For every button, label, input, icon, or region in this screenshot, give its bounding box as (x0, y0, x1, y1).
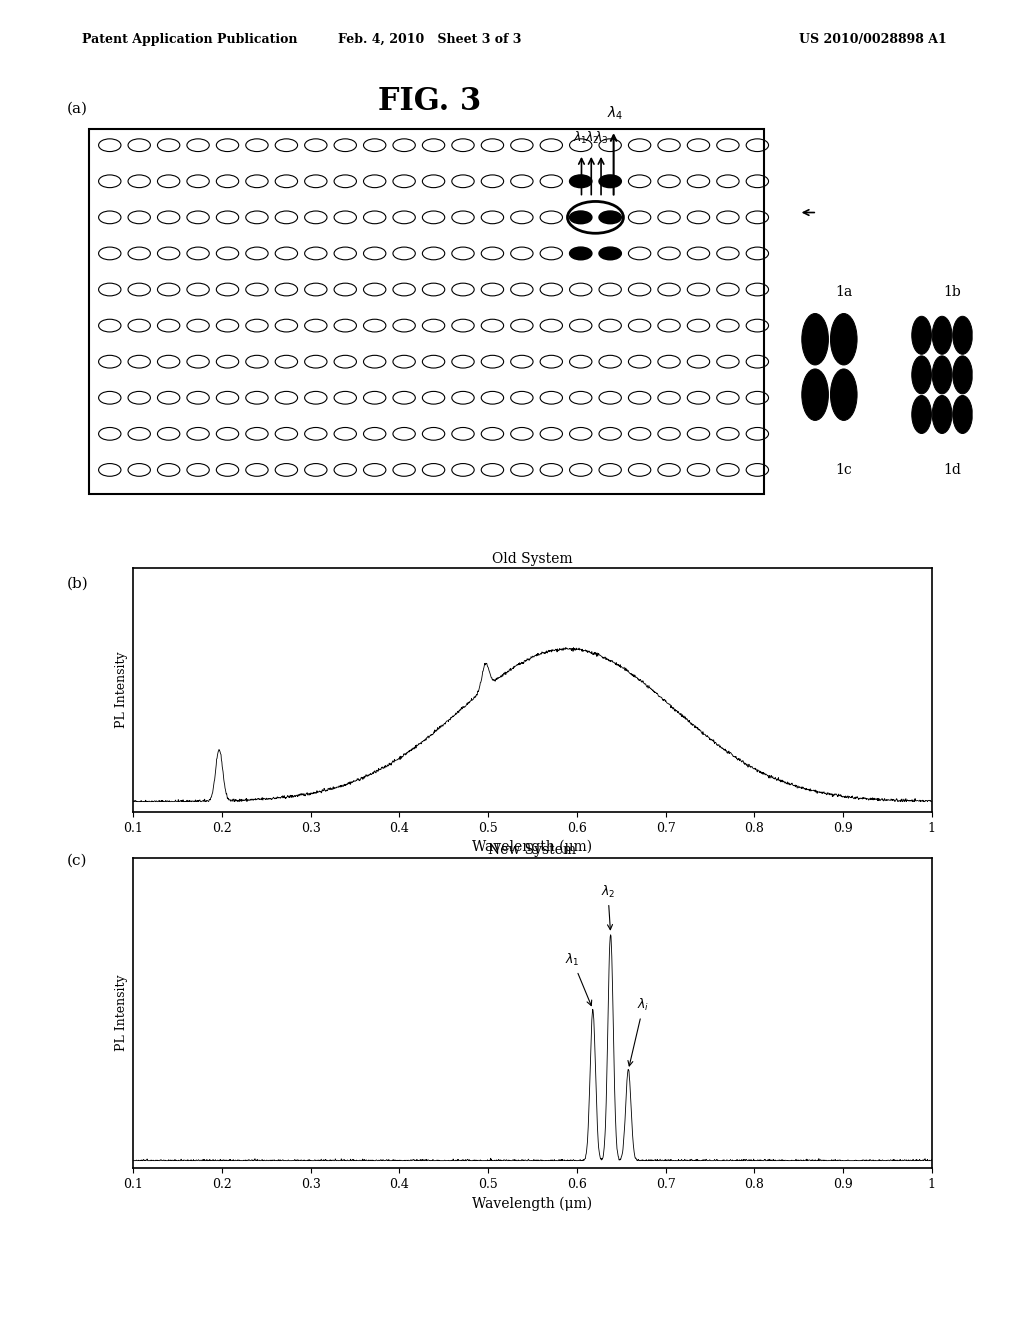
Circle shape (941, 243, 964, 286)
Circle shape (952, 317, 973, 354)
Circle shape (932, 356, 952, 393)
Circle shape (911, 396, 932, 433)
Text: $\lambda_i$: $\lambda_i$ (628, 998, 649, 1067)
Circle shape (941, 140, 964, 183)
Circle shape (968, 140, 990, 183)
X-axis label: Wavelength (μm): Wavelength (μm) (472, 840, 593, 854)
Circle shape (973, 436, 993, 473)
Circle shape (973, 396, 993, 433)
Title: Old System: Old System (493, 553, 572, 566)
Text: $\lambda_4$: $\lambda_4$ (607, 104, 624, 123)
Text: $\lambda_1$: $\lambda_1$ (572, 129, 588, 147)
Circle shape (830, 425, 857, 477)
Circle shape (914, 140, 937, 183)
Circle shape (802, 370, 828, 420)
Text: $\lambda_3$: $\lambda_3$ (594, 129, 609, 147)
Circle shape (911, 317, 932, 354)
Circle shape (599, 176, 622, 187)
Text: 1a: 1a (836, 285, 852, 298)
Text: 1c: 1c (836, 463, 852, 477)
Title: New System: New System (488, 843, 577, 857)
Circle shape (911, 436, 932, 473)
Text: (c): (c) (67, 854, 87, 867)
Y-axis label: PL Intensity: PL Intensity (115, 651, 128, 729)
Circle shape (973, 356, 993, 393)
Circle shape (569, 211, 592, 223)
Circle shape (599, 247, 622, 260)
Circle shape (968, 190, 990, 235)
Circle shape (802, 425, 828, 477)
FancyBboxPatch shape (89, 129, 764, 494)
Circle shape (952, 356, 973, 393)
Circle shape (813, 153, 840, 205)
Circle shape (973, 317, 993, 354)
Circle shape (968, 243, 990, 286)
Circle shape (952, 436, 973, 473)
Circle shape (813, 220, 840, 272)
Text: Patent Application Publication: Patent Application Publication (82, 33, 297, 46)
Text: (a): (a) (67, 102, 88, 115)
Text: US 2010/0028898 A1: US 2010/0028898 A1 (799, 33, 946, 46)
Circle shape (911, 356, 932, 393)
X-axis label: Wavelength (μm): Wavelength (μm) (472, 1196, 593, 1210)
Circle shape (932, 317, 952, 354)
Circle shape (830, 370, 857, 420)
Text: 1d: 1d (943, 463, 962, 477)
Circle shape (569, 247, 592, 260)
Text: 1b: 1b (943, 285, 962, 298)
Circle shape (848, 153, 874, 205)
Circle shape (848, 220, 874, 272)
Circle shape (952, 396, 973, 433)
Y-axis label: PL Intensity: PL Intensity (115, 974, 128, 1052)
Text: (b): (b) (67, 577, 88, 590)
Text: $\lambda_2$: $\lambda_2$ (601, 884, 615, 929)
Circle shape (569, 176, 592, 187)
Circle shape (941, 190, 964, 235)
Circle shape (830, 314, 857, 364)
Circle shape (859, 370, 886, 420)
Circle shape (932, 436, 952, 473)
Circle shape (859, 314, 886, 364)
Text: $\lambda_2$: $\lambda_2$ (586, 129, 600, 147)
Circle shape (914, 243, 937, 286)
Circle shape (802, 314, 828, 364)
Text: Feb. 4, 2010   Sheet 3 of 3: Feb. 4, 2010 Sheet 3 of 3 (338, 33, 522, 46)
Text: $\lambda_1$: $\lambda_1$ (565, 952, 592, 1006)
Text: FIG. 3: FIG. 3 (379, 86, 481, 116)
Circle shape (932, 396, 952, 433)
Circle shape (599, 211, 622, 223)
Circle shape (914, 190, 937, 235)
Circle shape (859, 425, 886, 477)
